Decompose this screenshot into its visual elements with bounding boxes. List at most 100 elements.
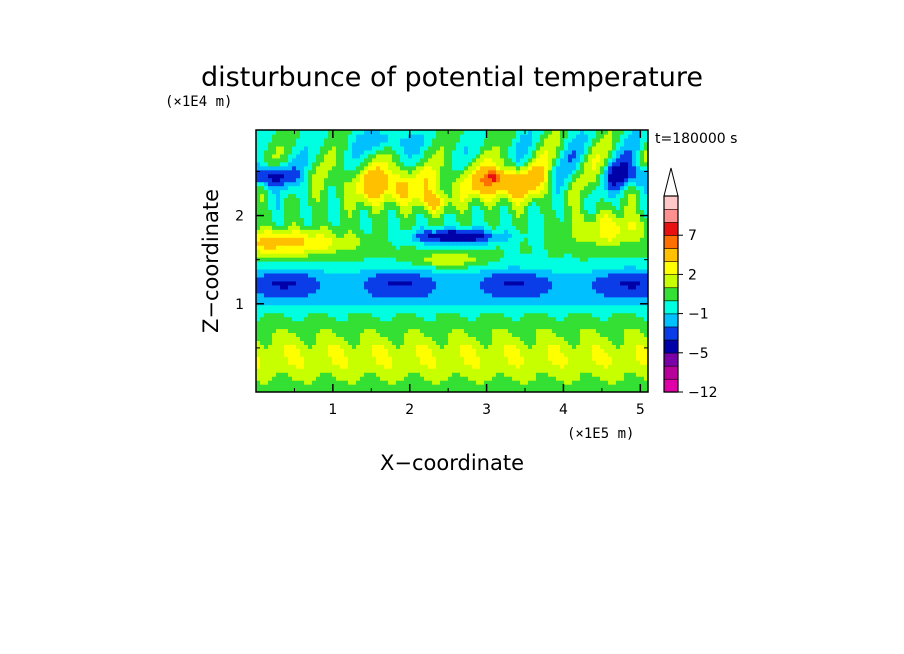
heatmap-cell	[592, 264, 597, 270]
heatmap-cell	[376, 249, 381, 254]
heatmap-cell	[256, 268, 261, 274]
heatmap-cell	[604, 332, 609, 338]
heatmap-cell	[372, 304, 377, 310]
heatmap-cell	[464, 268, 469, 274]
heatmap-field	[256, 130, 648, 392]
heatmap-cell	[320, 296, 325, 302]
heatmap-cell	[328, 205, 333, 210]
heatmap-cell	[260, 205, 265, 210]
heatmap-cell	[400, 284, 405, 290]
heatmap-cell	[412, 268, 417, 274]
heatmap-cell	[288, 364, 293, 369]
heatmap-cell	[380, 356, 385, 361]
heatmap-cell	[292, 197, 297, 203]
heatmap-cell	[412, 360, 417, 365]
heatmap-cell	[532, 300, 537, 306]
heatmap-cell	[456, 380, 461, 385]
heatmap-cell	[340, 364, 345, 369]
heatmap-cell	[444, 288, 449, 294]
heatmap-cell	[520, 213, 525, 218]
heatmap-cell	[616, 308, 621, 314]
heatmap-cell	[584, 229, 589, 234]
heatmap-cell	[388, 264, 393, 270]
heatmap-cell	[504, 213, 509, 218]
heatmap-cell	[624, 304, 629, 310]
heatmap-cell	[592, 296, 597, 302]
heatmap-cell	[428, 360, 433, 365]
heatmap-cell	[536, 193, 541, 199]
heatmap-cell	[540, 352, 545, 357]
heatmap-cell	[508, 205, 513, 210]
heatmap-cell	[636, 352, 641, 357]
heatmap-cell	[628, 237, 633, 242]
heatmap-cell	[624, 205, 629, 210]
heatmap-cell	[396, 296, 401, 302]
heatmap-cell	[484, 344, 489, 349]
heatmap-cell	[624, 388, 629, 392]
heatmap-cell	[324, 336, 329, 341]
heatmap-cell	[288, 209, 293, 214]
heatmap-cell	[380, 189, 385, 195]
heatmap-cell	[452, 241, 457, 246]
heatmap-cell	[268, 336, 273, 341]
heatmap-cell	[464, 213, 469, 218]
heatmap-cell	[552, 368, 557, 373]
heatmap-cell	[640, 233, 645, 238]
heatmap-cell	[488, 276, 493, 282]
heatmap-cell	[556, 336, 561, 341]
heatmap-cell	[600, 312, 605, 318]
heatmap-cell	[288, 237, 293, 242]
heatmap-cell	[600, 237, 605, 242]
heatmap-cell	[280, 249, 285, 254]
heatmap-cell	[624, 380, 629, 385]
heatmap-cell	[536, 213, 541, 218]
heatmap-cell	[580, 336, 585, 341]
heatmap-cell	[356, 336, 361, 341]
heatmap-cell	[436, 261, 441, 266]
heatmap-cell	[516, 217, 521, 222]
heatmap-cell	[516, 296, 521, 302]
heatmap-cell	[444, 292, 449, 298]
heatmap-cell	[444, 388, 449, 392]
heatmap-cell	[596, 352, 601, 357]
heatmap-cell	[332, 205, 337, 210]
heatmap-cell	[500, 372, 505, 377]
heatmap-cell	[512, 352, 517, 357]
heatmap-cell	[560, 268, 565, 274]
heatmap-cell	[344, 209, 349, 214]
heatmap-cell	[528, 268, 533, 274]
heatmap-cell	[536, 280, 541, 286]
heatmap-cell	[440, 304, 445, 310]
heatmap-cell	[440, 376, 445, 381]
heatmap-cell	[348, 340, 353, 345]
heatmap-cell	[364, 213, 369, 218]
heatmap-cell	[440, 268, 445, 274]
heatmap-cell	[460, 288, 465, 294]
heatmap-cell	[420, 253, 425, 258]
heatmap-cell	[416, 197, 421, 203]
heatmap-cell	[376, 344, 381, 349]
heatmap-cell	[332, 221, 337, 226]
heatmap-cell	[452, 292, 457, 298]
heatmap-cell	[324, 213, 329, 218]
heatmap-cell	[332, 368, 337, 373]
heatmap-cell	[564, 336, 569, 341]
heatmap-cell	[572, 332, 577, 338]
heatmap-cell	[352, 233, 357, 238]
heatmap-cell	[628, 324, 633, 330]
heatmap-cell	[332, 284, 337, 290]
heatmap-cell	[556, 280, 561, 286]
heatmap-cell	[404, 229, 409, 234]
heatmap-cell	[580, 241, 585, 246]
heatmap-cell	[548, 221, 553, 226]
heatmap-cell	[400, 312, 405, 318]
heatmap-cell	[476, 344, 481, 349]
heatmap-cell	[324, 249, 329, 254]
heatmap-cell	[408, 364, 413, 369]
heatmap-cell	[640, 280, 645, 286]
heatmap-cell	[576, 201, 581, 207]
heatmap-cell	[472, 384, 477, 389]
heatmap-cell	[508, 316, 513, 322]
heatmap-cell	[628, 364, 633, 369]
heatmap-cell	[488, 324, 493, 330]
